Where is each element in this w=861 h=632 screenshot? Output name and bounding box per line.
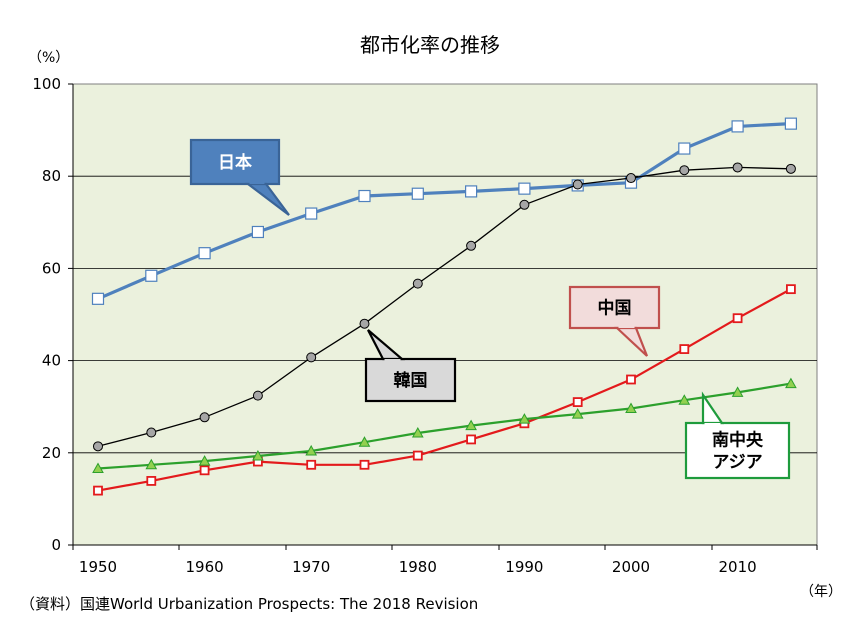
callout-box [684,421,791,480]
y-tick-label: 60 [42,259,61,277]
data-point [678,394,691,405]
series-4 [92,377,797,473]
data-point [412,450,423,461]
data-point [305,444,318,456]
data-point [358,189,371,203]
series-2 [93,162,796,452]
data-point [412,278,423,289]
callout-box [364,357,457,403]
data-point [732,162,743,173]
y-tick-label: 40 [42,352,61,370]
x-tick-label: 2000 [612,558,650,576]
data-point [626,173,636,184]
x-tick-label: 1960 [186,558,224,576]
data-point [198,455,211,466]
series-line [97,382,792,470]
x-tick-label: 1970 [292,558,330,576]
data-point [199,465,210,476]
data-point [411,187,424,200]
data-point [572,179,583,190]
x-tick-labels: 1950 1960 1970 1980 1990 2000 2010 [79,558,757,576]
data-point [359,459,370,470]
data-point [626,374,636,385]
data-point [465,419,477,431]
data-point [92,462,104,473]
callout-box [568,285,661,330]
callout-box [189,138,281,186]
y-tick-labels: 0 20 40 60 80 100 [32,75,61,554]
series-line [97,122,791,301]
y-tick-label: 20 [42,444,61,462]
data-point [359,318,370,329]
data-point [252,390,263,401]
data-point [145,269,158,282]
x-tick-label: 1980 [399,558,437,576]
callout-label: 南中央 [712,430,764,451]
data-point [785,377,797,389]
x-tick-label: 2010 [719,558,757,576]
data-point [411,426,424,438]
data-point [678,142,691,155]
y-tick-label: 0 [51,536,61,554]
data-point [306,352,317,363]
data-point [466,434,477,445]
data-point [731,386,744,397]
callout-label: アジア [712,453,762,473]
data-point [625,402,637,414]
series-1 [91,117,798,305]
x-tick-label: 1950 [79,558,117,576]
data-point [146,476,157,486]
data-point [358,436,371,447]
chart-title: 都市化率の推移 [360,33,500,57]
data-point [732,313,743,324]
y-tick-label: 80 [42,167,61,185]
data-point [731,120,744,133]
data-point [198,247,211,260]
data-point [93,441,103,452]
x-axis-unit: （年） [800,584,842,600]
series-line [97,166,791,447]
axes [68,83,818,550]
data-point [93,485,103,496]
y-tick-label: 100 [32,75,61,93]
data-point [306,459,317,470]
data-point [305,207,318,220]
data-point [466,240,477,251]
data-point [785,163,796,174]
series-layer [91,117,798,496]
callout-3: 中国 [568,285,661,357]
data-point [784,117,798,130]
callout-label: 韓国 [394,370,428,391]
series-3 [93,284,796,496]
callout-2: 韓国 [364,329,457,403]
data-point [786,284,796,295]
data-point [465,185,478,198]
callout-1: 日本 [189,138,290,216]
series-line [97,288,792,492]
data-point [679,344,690,354]
data-point [199,412,210,423]
data-point [518,413,531,424]
data-point [571,408,584,419]
data-point [518,182,531,195]
data-point [252,449,264,461]
data-point [572,397,583,407]
data-point [519,199,530,210]
x-tick-label: 1990 [505,558,543,576]
data-point [146,427,157,438]
y-axis-unit: （%） [28,50,69,66]
data-point [91,292,105,305]
data-point [251,225,264,239]
data-point [679,165,690,176]
data-point [145,458,158,470]
callout-label: 中国 [598,298,632,319]
source-note: （資料）国連World Urbanization Prospects: The … [20,595,478,613]
callout-label: 日本 [218,152,252,173]
